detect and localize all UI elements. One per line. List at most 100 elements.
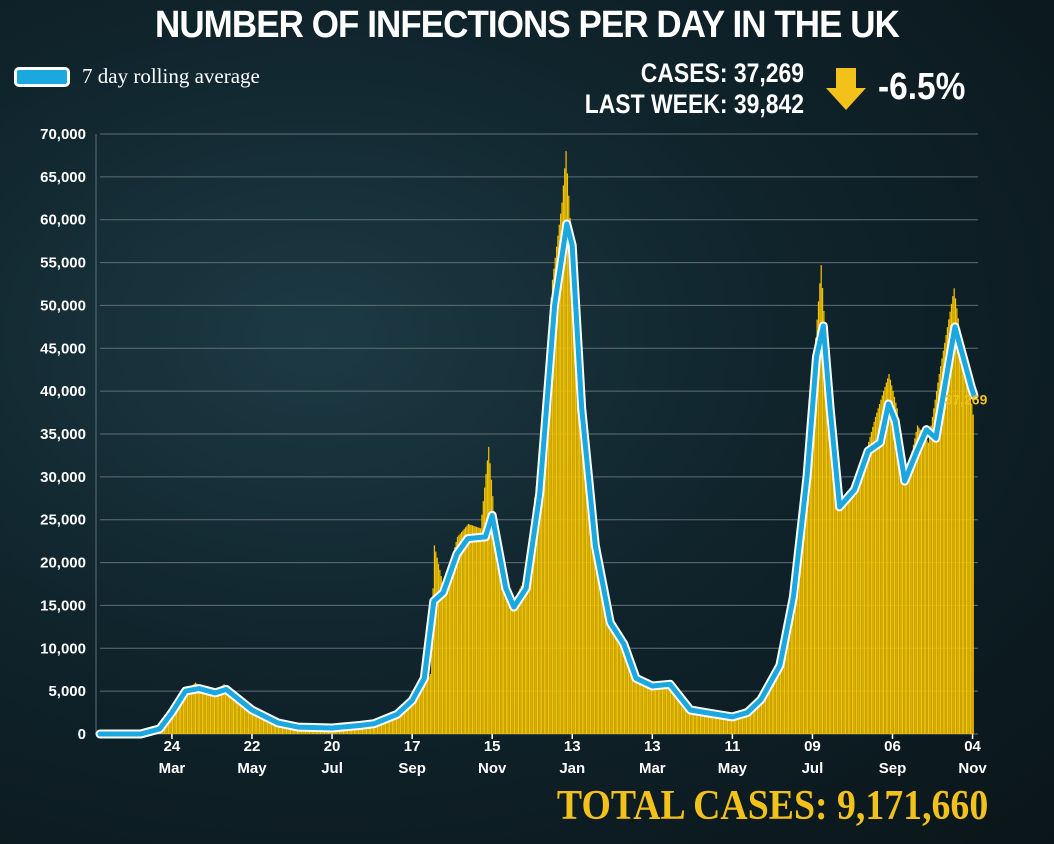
daily-bar: [676, 690, 678, 734]
daily-bar: [458, 535, 460, 734]
daily-bar: [653, 686, 655, 734]
daily-bar: [528, 538, 531, 734]
daily-bar: [188, 688, 190, 734]
x-tick-month: Jul: [802, 760, 824, 777]
daily-bar: [473, 525, 475, 734]
daily-bar: [595, 529, 597, 734]
daily-bar: [547, 333, 550, 734]
daily-bar: [485, 474, 487, 734]
daily-bar: [484, 487, 486, 734]
daily-bar: [764, 690, 767, 734]
daily-bar: [599, 571, 601, 734]
daily-bar: [665, 682, 668, 734]
daily-bar: [747, 706, 749, 734]
daily-bar: [668, 681, 670, 734]
daily-bar: [379, 719, 381, 734]
daily-bar: [874, 416, 877, 734]
daily-bar: [397, 712, 399, 734]
daily-bar: [414, 695, 417, 734]
x-tick-day: 22: [244, 738, 261, 755]
daily-bar: [204, 690, 206, 734]
daily-bar: [260, 714, 262, 734]
daily-bar: [956, 308, 958, 734]
daily-bar: [752, 703, 754, 734]
daily-bar: [421, 685, 423, 734]
daily-bar: [408, 703, 410, 734]
daily-bar: [838, 480, 840, 734]
daily-bar: [516, 594, 518, 734]
daily-bar: [885, 382, 887, 734]
daily-bar: [896, 408, 898, 734]
legend: 7 day rolling average: [14, 64, 260, 89]
daily-bar: [659, 684, 661, 734]
daily-bar: [626, 657, 628, 734]
daily-bar: [231, 691, 233, 734]
daily-bar: [845, 493, 847, 734]
daily-bar: [517, 591, 520, 734]
last-week-label: LAST WEEK: 39,842: [584, 89, 804, 119]
daily-bar: [439, 569, 441, 734]
daily-bar: [938, 374, 940, 734]
daily-bar: [376, 720, 379, 734]
daily-bar: [612, 620, 615, 734]
x-tick-day: 17: [404, 738, 421, 755]
daily-bar: [678, 692, 680, 734]
daily-bar: [637, 679, 639, 734]
daily-bar: [781, 653, 783, 734]
daily-bar: [728, 715, 730, 734]
daily-bar: [193, 683, 195, 734]
daily-bar: [861, 466, 863, 734]
daily-bar: [735, 714, 737, 734]
daily-bar: [181, 695, 183, 734]
down-arrow-icon: [826, 68, 866, 110]
daily-bar: [842, 496, 844, 734]
daily-bar: [543, 387, 545, 734]
daily-bar: [391, 714, 393, 734]
daily-bar: [593, 515, 596, 734]
daily-bar: [258, 713, 260, 734]
daily-bar: [756, 700, 759, 734]
daily-bar: [223, 684, 225, 734]
daily-bar: [699, 712, 702, 734]
daily-bar: [971, 403, 973, 734]
daily-bar: [683, 700, 685, 734]
daily-bar: [591, 486, 593, 734]
daily-bar: [531, 518, 533, 734]
daily-bar: [394, 713, 396, 734]
daily-bar: [600, 576, 602, 734]
daily-bar: [173, 709, 175, 734]
y-tick-label: 20,000: [40, 555, 86, 572]
daily-bar: [813, 355, 816, 734]
daily-bar: [819, 283, 821, 734]
daily-bar: [671, 682, 673, 734]
daily-bar: [949, 311, 951, 734]
daily-bar: [815, 337, 817, 734]
daily-bar: [644, 682, 646, 734]
daily-bar: [222, 685, 224, 734]
daily-bar: [520, 585, 522, 734]
daily-bar: [843, 494, 845, 734]
daily-bar: [440, 576, 442, 734]
x-tick-month: Sep: [398, 760, 426, 777]
daily-bar: [865, 451, 867, 734]
x-tick-day: 15: [484, 738, 501, 755]
daily-bar: [212, 691, 214, 734]
daily-bar: [577, 331, 579, 734]
daily-bar: [216, 688, 218, 734]
x-tick-day: 04: [964, 738, 981, 755]
daily-bar: [261, 714, 263, 734]
daily-bar: [617, 634, 619, 734]
daily-bar: [174, 707, 176, 734]
rolling-average-line: [97, 221, 977, 737]
daily-bar: [603, 585, 605, 734]
daily-bar: [840, 498, 843, 734]
daily-bar: [866, 446, 868, 734]
daily-bar: [471, 525, 474, 734]
daily-bar: [826, 356, 828, 734]
daily-bar: [972, 414, 974, 734]
daily-bar: [827, 379, 829, 734]
daily-bar: [786, 623, 788, 734]
daily-bar: [410, 700, 412, 734]
daily-bar: [891, 385, 893, 734]
daily-bar: [743, 709, 745, 734]
